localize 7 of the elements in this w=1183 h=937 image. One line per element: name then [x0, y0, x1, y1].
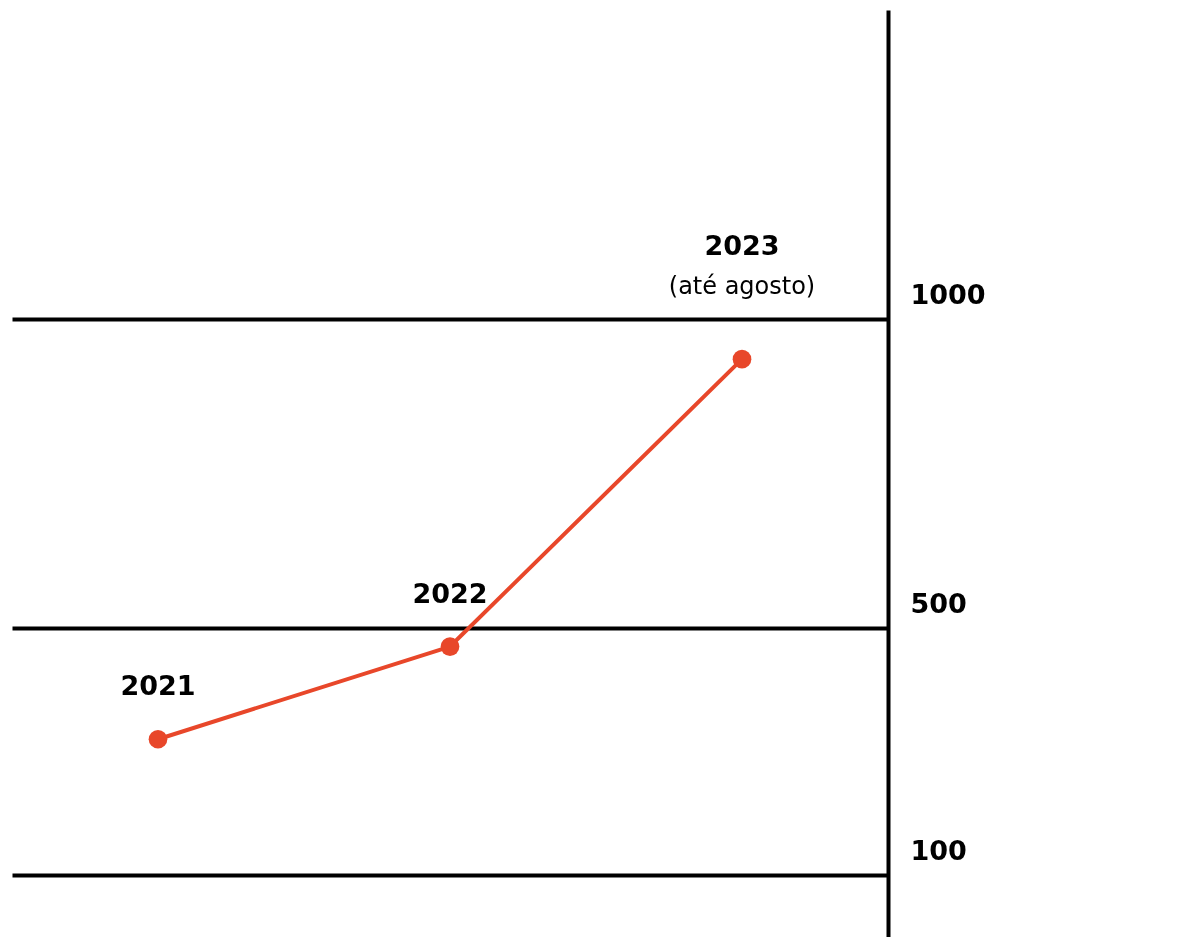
x-tick-label: 2022: [412, 577, 488, 609]
x-tick-label: 2021: [120, 670, 196, 702]
y-tick-label: 1000: [910, 278, 986, 310]
x-tick-label: 2023: [704, 230, 780, 262]
y-tick-label: 500: [910, 587, 967, 619]
y-tick-label: 100: [910, 834, 967, 866]
annotation: (até agosto): [668, 272, 816, 301]
